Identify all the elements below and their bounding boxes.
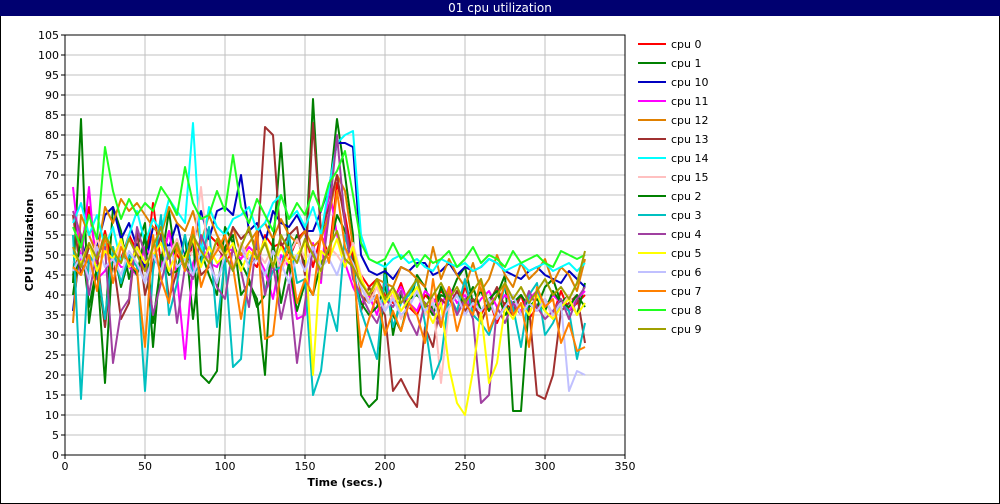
- x-tick-label: 50: [138, 460, 152, 473]
- y-tick-label: 35: [45, 309, 59, 322]
- legend-label: cpu 0: [671, 38, 702, 51]
- legend-label: cpu 13: [671, 133, 709, 146]
- y-tick-label: 10: [45, 409, 59, 422]
- x-tick-label: 0: [62, 460, 69, 473]
- legend-label: cpu 2: [671, 190, 702, 203]
- x-tick-label: 300: [535, 460, 556, 473]
- y-axis-ticks: 0 5 10 15 20 25 30 35 40 45 50 55 60 65 70 75 80 85 90 95 10…: [38, 29, 65, 462]
- y-tick-label: 100: [38, 49, 59, 62]
- legend-label: cpu 9: [671, 323, 702, 336]
- legend-label: cpu 5: [671, 247, 702, 260]
- legend-label: cpu 14: [671, 152, 709, 165]
- x-tick-label: 200: [375, 460, 396, 473]
- legend: cpu 0 cpu 1 cpu 10 cpu 11 cpu 12 cpu 13 cpu 14…: [638, 38, 709, 336]
- y-tick-label: 40: [45, 289, 59, 302]
- series-line-cpu-7: [72, 190, 586, 352]
- legend-label: cpu 15: [671, 171, 709, 184]
- x-tick-label: 250: [455, 460, 476, 473]
- y-tick-label: 75: [45, 149, 59, 162]
- y-tick-label: 85: [45, 109, 59, 122]
- y-tick-label: 105: [38, 29, 59, 42]
- series-lines: [72, 98, 586, 416]
- y-tick-label: 0: [52, 449, 59, 462]
- y-axis-label: CPU Utilization: [23, 199, 36, 292]
- y-tick-label: 5: [52, 429, 59, 442]
- legend-label: cpu 4: [671, 228, 702, 241]
- series-line-cpu-8: [72, 146, 586, 268]
- y-tick-label: 70: [45, 169, 59, 182]
- legend-label: cpu 6: [671, 266, 702, 279]
- x-tick-label: 150: [295, 460, 316, 473]
- y-tick-label: 30: [45, 329, 59, 342]
- y-tick-label: 45: [45, 269, 59, 282]
- y-tick-label: 50: [45, 249, 59, 262]
- y-tick-label: 60: [45, 209, 59, 222]
- x-axis-ticks: 0 50 100 150 200 250 300 350: [62, 455, 636, 473]
- series-line-cpu-9: [72, 226, 586, 308]
- legend-label: cpu 7: [671, 285, 702, 298]
- y-tick-label: 25: [45, 349, 59, 362]
- legend-label: cpu 1: [671, 57, 702, 70]
- x-tick-label: 350: [615, 460, 636, 473]
- y-tick-label: 95: [45, 69, 59, 82]
- y-tick-label: 90: [45, 89, 59, 102]
- legend-label: cpu 12: [671, 114, 709, 127]
- y-tick-label: 15: [45, 389, 59, 402]
- x-axis-label: Time (secs.): [307, 476, 382, 489]
- y-tick-label: 20: [45, 369, 59, 382]
- legend-label: cpu 10: [671, 76, 709, 89]
- series-line-cpu-4: [72, 134, 586, 404]
- legend-label: cpu 8: [671, 304, 702, 317]
- legend-label: cpu 11: [671, 95, 709, 108]
- y-tick-label: 80: [45, 129, 59, 142]
- x-tick-label: 100: [215, 460, 236, 473]
- plot-area-border: [64, 34, 626, 456]
- legend-label: cpu 3: [671, 209, 702, 222]
- y-tick-label: 55: [45, 229, 59, 242]
- chart-title: 01 cpu utilization: [0, 0, 1000, 16]
- y-tick-label: 65: [45, 189, 59, 202]
